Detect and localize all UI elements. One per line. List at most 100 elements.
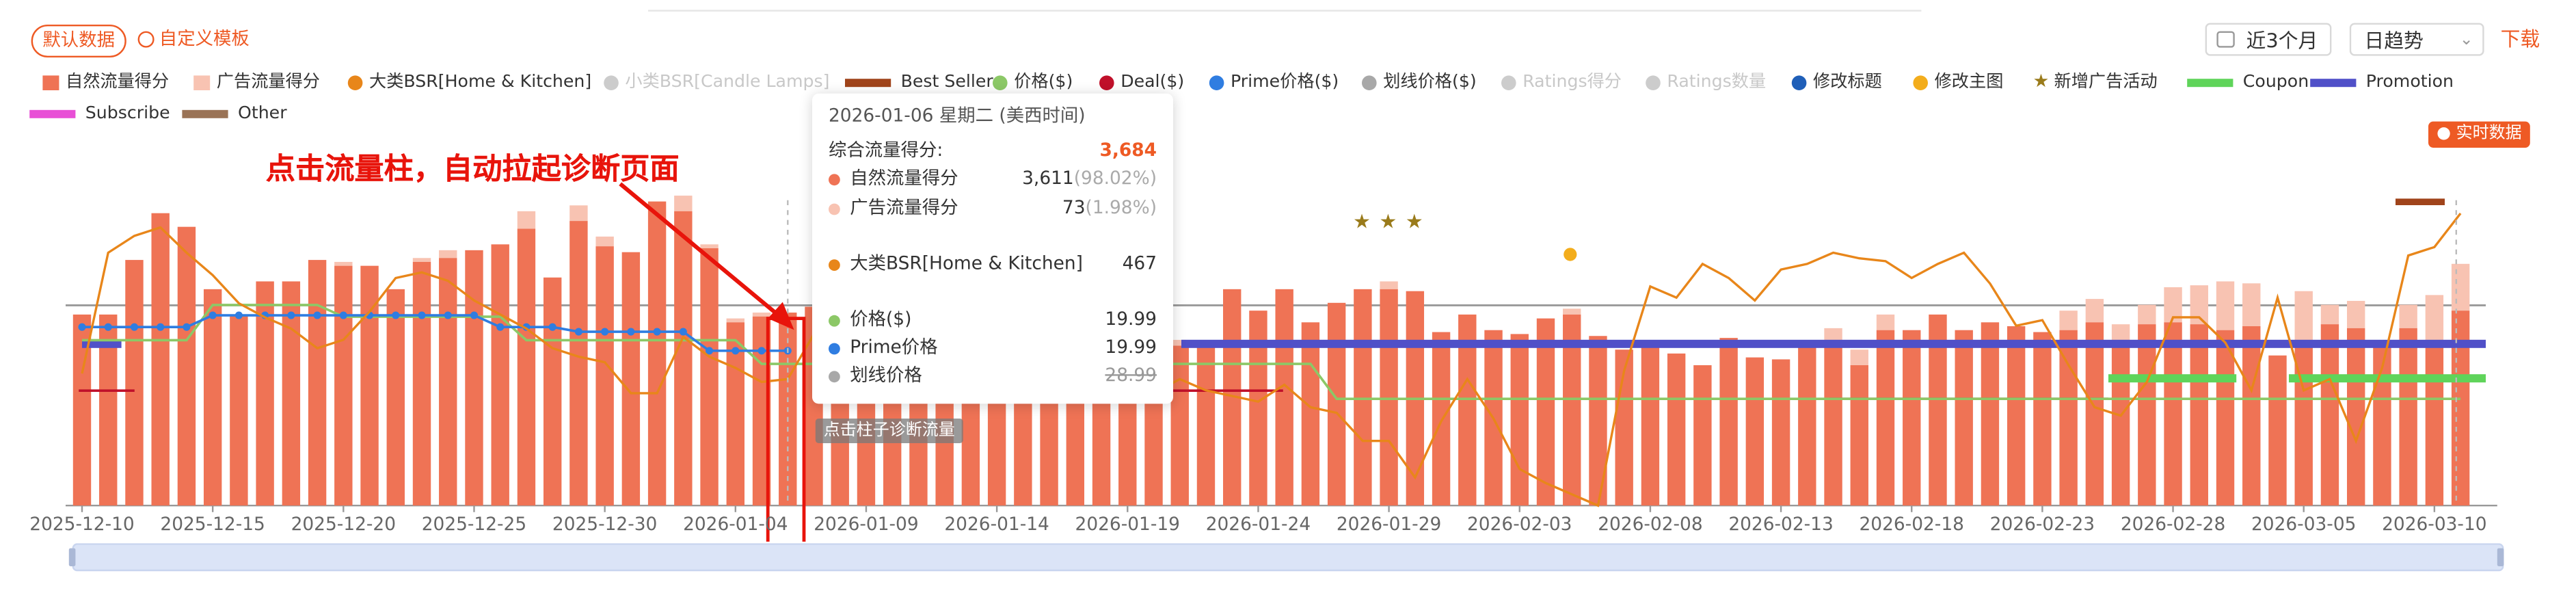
organic-traffic-bar[interactable]	[2138, 324, 2156, 506]
ad-traffic-bar[interactable]	[569, 205, 588, 222]
legend-item-0[interactable]: 自然流量得分	[42, 70, 169, 94]
legend-item-2[interactable]: 大类BSR[Home & Kitchen]	[347, 70, 591, 94]
organic-traffic-bar[interactable]	[308, 260, 327, 506]
ad-traffic-bar[interactable]	[2138, 304, 2156, 325]
default-data-button[interactable]: 默认数据	[31, 25, 126, 57]
organic-traffic-bar[interactable]	[1693, 365, 1712, 506]
legend-item-12[interactable]: 修改主图	[1913, 70, 2003, 94]
ad-traffic-bar[interactable]	[1850, 349, 1868, 365]
legend-item-1[interactable]: 广告流量得分	[193, 70, 320, 94]
organic-traffic-bar[interactable]	[2425, 343, 2444, 506]
ad-traffic-bar[interactable]	[412, 258, 431, 262]
organic-traffic-bar[interactable]	[334, 265, 353, 506]
organic-traffic-bar[interactable]	[1380, 289, 1398, 506]
ad-traffic-bar[interactable]	[2451, 263, 2470, 311]
organic-traffic-bar[interactable]	[700, 248, 719, 506]
ad-traffic-bar[interactable]	[595, 236, 614, 247]
organic-traffic-bar[interactable]	[2346, 328, 2365, 506]
legend-item-3[interactable]: 小类BSR[Candle Lamps]	[604, 70, 830, 94]
ad-traffic-bar[interactable]	[1170, 339, 1189, 346]
organic-traffic-bar[interactable]	[1327, 302, 1346, 506]
legend-item-16[interactable]: Subscribe	[29, 102, 170, 125]
ad-traffic-bar[interactable]	[2346, 300, 2365, 328]
organic-traffic-bar[interactable]	[543, 277, 562, 506]
legend-item-13[interactable]: ★ 新增广告活动	[2033, 70, 2158, 94]
organic-traffic-bar[interactable]	[465, 250, 483, 506]
organic-traffic-bar[interactable]	[1667, 353, 1686, 506]
ad-traffic-bar[interactable]	[334, 261, 353, 266]
legend-item-15[interactable]: Promotion	[2310, 70, 2454, 94]
organic-traffic-bar[interactable]	[2268, 355, 2287, 506]
organic-traffic-bar[interactable]	[1771, 359, 1790, 506]
organic-traffic-bar[interactable]	[1719, 338, 1738, 506]
organic-traffic-bar[interactable]	[2033, 332, 2052, 506]
ad-traffic-bar[interactable]	[2111, 324, 2130, 340]
organic-traffic-bar[interactable]	[439, 258, 457, 506]
organic-traffic-bar[interactable]	[2111, 339, 2130, 506]
organic-traffic-bar[interactable]	[621, 252, 641, 506]
ad-traffic-bar[interactable]	[517, 211, 536, 229]
organic-traffic-bar[interactable]	[1876, 330, 1895, 506]
organic-traffic-bar[interactable]	[2059, 330, 2078, 506]
custom-template-button[interactable]: 自定义模板	[137, 25, 250, 54]
legend-item-17[interactable]: Other	[182, 102, 287, 125]
ad-traffic-bar[interactable]	[726, 318, 744, 323]
legend-item-6[interactable]: Deal($)	[1099, 70, 1184, 94]
organic-traffic-bar[interactable]	[674, 211, 693, 506]
scroll-handle-left[interactable]	[68, 548, 76, 567]
organic-traffic-bar[interactable]	[595, 246, 614, 506]
organic-traffic-bar[interactable]	[177, 226, 196, 506]
organic-traffic-bar[interactable]	[386, 289, 405, 506]
legend-item-5[interactable]: 价格($)	[993, 70, 1073, 94]
ad-traffic-bar[interactable]	[2399, 304, 2417, 328]
organic-traffic-bar[interactable]	[1824, 345, 1842, 506]
organic-traffic-bar[interactable]	[1745, 357, 1765, 506]
ad-traffic-bar[interactable]	[439, 250, 457, 259]
ad-traffic-bar[interactable]	[1380, 281, 1398, 289]
organic-traffic-bar[interactable]	[647, 201, 667, 506]
organic-traffic-bar[interactable]	[1955, 330, 1973, 506]
organic-traffic-bar[interactable]	[1589, 336, 1607, 506]
granularity-select[interactable]: 日趋势 ⌄	[2349, 23, 2484, 56]
organic-traffic-bar[interactable]	[1510, 334, 1529, 506]
ad-traffic-bar[interactable]	[2216, 281, 2235, 330]
organic-traffic-bar[interactable]	[1432, 332, 1451, 506]
ad-traffic-bar[interactable]	[1876, 314, 1895, 330]
legend-item-10[interactable]: Ratings数量	[1646, 70, 1766, 94]
legend-item-11[interactable]: 修改标题	[1791, 70, 1882, 94]
organic-traffic-bar[interactable]	[2242, 326, 2261, 506]
organic-traffic-bar[interactable]	[1196, 345, 1216, 506]
organic-traffic-bar[interactable]	[125, 260, 144, 506]
organic-traffic-bar[interactable]	[1170, 345, 1189, 506]
organic-traffic-bar[interactable]	[1850, 365, 1868, 506]
organic-traffic-bar[interactable]	[569, 221, 588, 506]
ad-traffic-bar[interactable]	[674, 196, 693, 211]
organic-traffic-bar[interactable]	[203, 289, 222, 506]
organic-traffic-bar[interactable]	[2399, 328, 2417, 506]
ad-traffic-bar[interactable]	[2425, 295, 2444, 344]
ad-traffic-bar[interactable]	[700, 244, 719, 248]
zoom-scrollbar[interactable]	[68, 543, 2504, 572]
legend-item-7[interactable]: Prime价格($)	[1209, 70, 1339, 94]
organic-traffic-bar[interactable]	[1798, 345, 1816, 506]
organic-traffic-bar[interactable]	[412, 261, 431, 506]
organic-traffic-bar[interactable]	[2373, 347, 2391, 506]
organic-traffic-bar[interactable]	[2320, 324, 2339, 506]
organic-traffic-bar[interactable]	[2216, 330, 2235, 506]
organic-traffic-bar[interactable]	[2085, 322, 2104, 506]
ad-traffic-bar[interactable]	[2059, 310, 2078, 330]
organic-traffic-bar[interactable]	[491, 244, 509, 506]
organic-traffic-bar[interactable]	[1354, 289, 1372, 506]
organic-traffic-bar[interactable]	[1903, 330, 1921, 506]
legend-item-9[interactable]: Ratings得分	[1501, 70, 1622, 94]
organic-traffic-bar[interactable]	[2164, 322, 2182, 506]
date-range-select[interactable]: 近3个月	[2205, 23, 2332, 56]
organic-traffic-bar[interactable]	[2007, 326, 2026, 506]
ad-traffic-bar[interactable]	[2294, 291, 2313, 340]
organic-traffic-bar[interactable]	[1536, 318, 1555, 506]
organic-traffic-bar[interactable]	[517, 228, 536, 506]
organic-traffic-bar[interactable]	[2190, 324, 2208, 506]
organic-traffic-bar[interactable]	[1275, 289, 1293, 506]
organic-traffic-bar[interactable]	[1301, 322, 1320, 506]
scroll-handle-right[interactable]	[2497, 548, 2504, 567]
